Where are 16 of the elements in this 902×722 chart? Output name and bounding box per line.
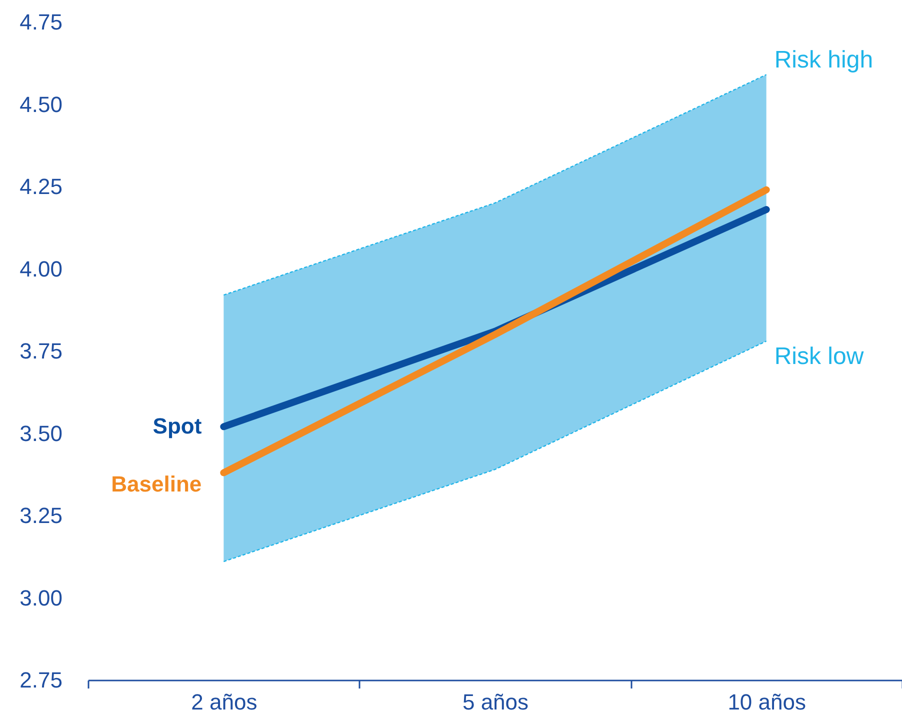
y-tick-label: 4.50 xyxy=(20,92,62,117)
annotation: Risk high xyxy=(774,46,874,74)
y-tick-label: 3.50 xyxy=(20,420,62,446)
y-tick-label: 4.25 xyxy=(20,174,62,199)
x-tick-label: 2 años xyxy=(191,690,258,714)
y-tick-label: 2.75 xyxy=(20,668,62,692)
series-label: Baseline xyxy=(111,472,202,497)
y-tick-label: 4.75 xyxy=(20,10,62,34)
x-tick-label: 5 años xyxy=(462,690,529,714)
y-tick-label: 3.25 xyxy=(20,503,62,528)
annotation: Risk low xyxy=(774,343,864,370)
x-tick-label: 10 años xyxy=(728,690,806,714)
y-tick-label: 3.00 xyxy=(20,585,62,610)
series-label: Spot xyxy=(152,414,202,439)
y-tick-label: 3.75 xyxy=(20,338,62,364)
y-tick-label: 4.00 xyxy=(20,256,62,282)
